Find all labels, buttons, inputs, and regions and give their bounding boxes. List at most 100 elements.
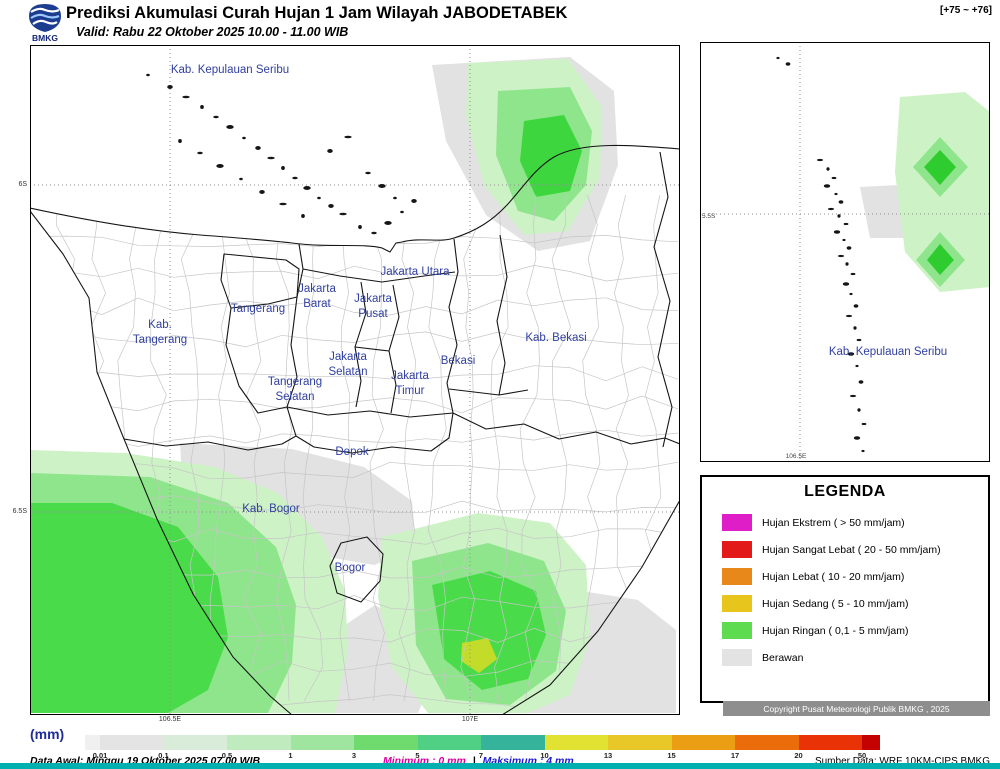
island-dot [845, 262, 849, 266]
inset-rain-patches [860, 92, 990, 292]
island-dot [365, 171, 371, 175]
legend-item: Hujan Sangat Lebat ( 20 - 50 mm/jam) [722, 536, 988, 563]
legend: LEGENDA Hujan Ekstrem ( > 50 mm/jam) Huja… [700, 475, 990, 703]
colorbar-segment [798, 735, 862, 750]
colorbar-tick-label: 3 [351, 751, 357, 760]
colorbar-tick-label: 17 [730, 751, 740, 760]
island-dot [827, 207, 835, 211]
colorbar-ticks: 0.01 0.1 0.5 1 3 5 7 10 13 15 17 20 50 [85, 751, 880, 761]
island-dot [344, 135, 352, 139]
map-region-label: Kab. [148, 319, 172, 331]
map-region-label: Jakarta [354, 293, 392, 305]
copyright-bar: Copyright Pusat Meteorologi Publik BMKG … [723, 701, 990, 716]
colorbar-segment [85, 735, 100, 750]
colorbar-unit-label: (mm) [30, 726, 65, 742]
rain-patches [30, 57, 676, 713]
island-dot [178, 139, 182, 143]
island-dot [834, 192, 838, 196]
map-region-label: Bogor [335, 562, 366, 574]
inset-region-label: Kab. Kepulauan Seribu [829, 346, 947, 358]
minmax-separator: | [472, 755, 476, 767]
legend-color-swatch [722, 622, 752, 639]
island-dot [776, 56, 780, 60]
island-dot [226, 125, 234, 129]
island-dot [853, 436, 861, 440]
islands [146, 73, 417, 235]
legend-item: Hujan Sedang ( 5 - 10 mm/jam) [722, 590, 988, 617]
map-region-label: Kab. Kepulauan Seribu [171, 64, 289, 76]
island-dot [301, 214, 305, 218]
inset-axis-label-106-5e: 106.5E [786, 453, 807, 460]
inset-axis-label-5-5s: 5.5S [702, 213, 716, 220]
legend-item: Berawan [722, 644, 988, 671]
island-dot [831, 176, 837, 180]
logo-text: BMKG [32, 33, 58, 43]
colorbar-segments [85, 735, 880, 750]
island-dot [281, 166, 285, 170]
colorbar-segment [290, 735, 354, 750]
island-dot [842, 238, 846, 242]
colorbar-segment [671, 735, 735, 750]
legend-item-label: Hujan Lebat ( 10 - 20 mm/jam) [762, 570, 905, 583]
inset-islands [776, 56, 867, 453]
colorbar-segment [163, 735, 227, 750]
legend-item: Hujan Ekstrem ( > 50 mm/jam) [722, 509, 988, 536]
colorbar-segment [100, 735, 164, 750]
island-dot [213, 115, 219, 119]
legend-item-label: Berawan [762, 651, 804, 664]
island-dot [855, 364, 859, 368]
island-dot [861, 449, 865, 453]
island-dot [197, 151, 203, 155]
island-dot [837, 254, 845, 258]
forecast-frame-range: [+75 ~ +76] [940, 5, 992, 16]
island-dot [400, 210, 404, 214]
map-labels: Kab. Kepulauan Seribu Jakarta Utara Jakart… [133, 64, 587, 574]
colorbar-segment [481, 735, 545, 750]
map-region-label: Jakarta [298, 283, 336, 295]
colorbar-tick-label: 13 [603, 751, 613, 760]
island-dot [378, 184, 386, 188]
colorbar-segment [544, 735, 608, 750]
island-dot [846, 246, 852, 250]
island-dot [411, 199, 417, 203]
island-dot [267, 156, 275, 160]
map-region-label: Tangerang [268, 376, 322, 388]
island-dot [837, 214, 841, 218]
colorbar-tick-label: 15 [667, 751, 676, 760]
island-dot [239, 177, 243, 181]
inset-graticule [700, 42, 990, 462]
island-dot [785, 62, 791, 66]
island-dot [279, 202, 287, 206]
island-dot [849, 292, 853, 296]
island-dot [838, 200, 844, 204]
map-region-label: Jakarta [329, 351, 367, 363]
island-dot [847, 352, 855, 356]
legend-title: LEGENDA [804, 483, 886, 500]
page-title: Prediksi Akumulasi Curah Hujan 1 Jam Wil… [66, 4, 568, 22]
legend-color-swatch [722, 568, 752, 585]
island-dot [327, 149, 333, 153]
legend-items: Hujan Ekstrem ( > 50 mm/jam) Hujan Sangat… [702, 501, 988, 671]
map-region-label: Timur [396, 385, 425, 397]
island-dot [833, 230, 841, 234]
legend-color-swatch [722, 595, 752, 612]
data-source-text: Sumber Data: WRF 10KM-CIPS BMKG [814, 756, 990, 767]
island-dot [842, 282, 850, 286]
island-dot [200, 105, 204, 109]
island-dot [358, 225, 362, 229]
legend-item-label: Hujan Sangat Lebat ( 20 - 50 mm/jam) [762, 543, 941, 556]
legend-item-label: Hujan Ekstrem ( > 50 mm/jam) [762, 516, 905, 529]
island-dot [339, 212, 347, 216]
legend-color-swatch [722, 541, 752, 558]
island-dot [857, 408, 861, 412]
map-region-label: Kab. Bogor [242, 503, 300, 515]
map-region-label: Selatan [328, 366, 367, 378]
legend-item-label: Hujan Sedang ( 5 - 10 mm/jam) [762, 597, 909, 610]
colorbar-segment [417, 735, 481, 750]
bmkg-logo: BMKG [26, 1, 64, 43]
island-dot [853, 326, 857, 330]
colorbar-segment [608, 735, 672, 750]
island-dot [242, 136, 246, 140]
main-map: Kab. Kepulauan Seribu Jakarta Utara Jakart… [30, 45, 680, 715]
colorbar-segment [862, 735, 880, 750]
